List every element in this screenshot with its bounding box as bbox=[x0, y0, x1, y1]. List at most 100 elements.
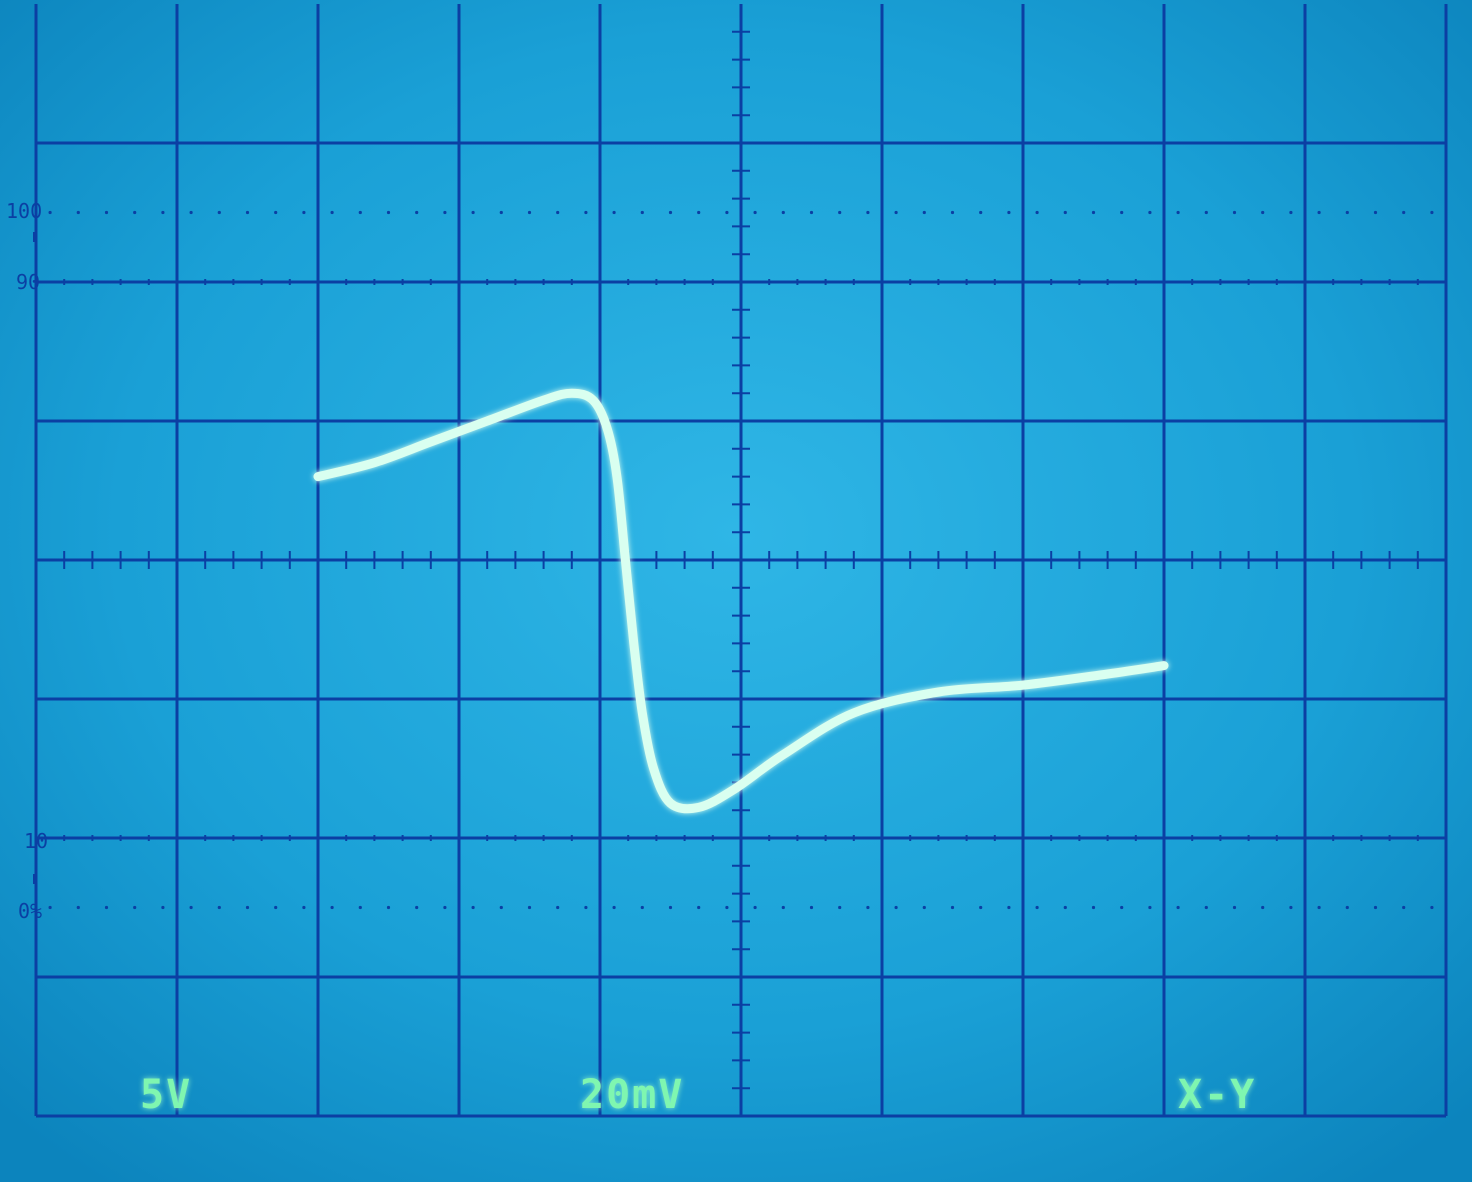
percent-dotted-line-dot bbox=[781, 905, 785, 910]
percent-dotted-line-dot bbox=[1402, 210, 1406, 215]
percent-dotted-line-dot bbox=[1176, 210, 1180, 215]
percent-dotted-line-dot bbox=[725, 210, 729, 215]
percent-dotted-line-dot bbox=[274, 905, 278, 910]
percent-dotted-line-dot bbox=[668, 905, 673, 910]
percent-mark-10: 10 bbox=[24, 829, 49, 853]
percent-dotted-line-dot bbox=[1345, 210, 1349, 215]
percent-dotted-line-dot bbox=[1176, 905, 1180, 910]
percent-dotted-line-dot bbox=[1289, 210, 1293, 215]
percent-dotted-line-dot bbox=[1091, 210, 1096, 215]
percent-dotted-line-dot bbox=[1204, 905, 1208, 910]
percent-dotted-line-dot bbox=[1148, 210, 1152, 215]
percent-mark-90: 90 bbox=[16, 270, 41, 294]
percent-dotted-line-dot bbox=[1091, 905, 1096, 910]
percent-dotted-line-dot bbox=[697, 905, 701, 910]
ch1-volts-per-div-readout: 5V bbox=[140, 1072, 193, 1118]
percent-dotted-line-dot bbox=[612, 905, 616, 910]
percent-dotted-line-dot bbox=[104, 210, 109, 215]
percent-dotted-line-dot bbox=[584, 905, 588, 910]
percent-dotted-line-dot bbox=[1402, 905, 1406, 910]
percent-dotted-line-dot bbox=[1317, 905, 1321, 910]
percent-dotted-line-dot bbox=[556, 905, 560, 910]
percent-dotted-line-dot bbox=[1232, 210, 1237, 215]
percent-dotted-line-dot bbox=[76, 210, 80, 215]
percent-dotted-line-dot bbox=[753, 210, 757, 215]
percent-dotted-line-dot bbox=[48, 905, 52, 910]
percent-dotted-line-dot bbox=[48, 210, 52, 215]
percent-dotted-line-dot bbox=[1035, 905, 1039, 910]
percent-dotted-line-dot bbox=[330, 210, 334, 215]
percent-dotted-line-dot bbox=[1430, 210, 1434, 215]
percent-dotted-line-dot bbox=[1261, 905, 1265, 910]
percent-dotted-line-dot bbox=[386, 210, 391, 215]
percent-dotted-line-dot bbox=[443, 905, 447, 910]
graticule bbox=[33, 4, 1448, 1118]
percent-mark-0: 0% bbox=[18, 899, 43, 923]
percent-dotted-line-dot bbox=[1345, 905, 1349, 910]
percent-dotted-line-dot bbox=[302, 905, 306, 910]
percent-dotted-line-dot bbox=[471, 210, 475, 215]
percent-dotted-line-dot bbox=[950, 905, 955, 910]
percent-dotted-line-dot bbox=[640, 905, 644, 910]
percent-dotted-line-dot bbox=[809, 905, 814, 910]
percent-dotted-line-dot bbox=[302, 210, 306, 215]
percent-dotted-line-dot bbox=[979, 210, 983, 215]
percent-mark-100: 100 bbox=[6, 199, 43, 223]
percent-dotted-line-dot bbox=[1430, 905, 1434, 910]
percent-dotted-line-dot bbox=[358, 905, 362, 910]
percent-dotted-line-dot bbox=[499, 210, 503, 215]
percent-dotted-line-dot bbox=[189, 210, 193, 215]
percent-dotted-line-dot bbox=[443, 210, 447, 215]
ch2-volts-per-div-readout: 20mV bbox=[580, 1072, 685, 1118]
percent-dotted-line-dot bbox=[386, 905, 391, 910]
percent-dotted-line-dot bbox=[245, 210, 250, 215]
percent-dotted-line-dot bbox=[866, 905, 870, 910]
percent-dotted-line-dot bbox=[415, 905, 419, 910]
percent-dotted-line-dot bbox=[217, 210, 221, 215]
percent-dotted-line-dot bbox=[894, 905, 898, 910]
percent-dotted-line-dot bbox=[1120, 210, 1124, 215]
percent-dotted-line-dot bbox=[1063, 210, 1067, 215]
percent-dotted-line-dot bbox=[1373, 905, 1378, 910]
percent-dotted-line-dot bbox=[725, 905, 729, 910]
percent-dotted-line-dot bbox=[1232, 905, 1237, 910]
percent-dotted-line-dot bbox=[922, 210, 926, 215]
percent-dotted-line-dot bbox=[1204, 210, 1208, 215]
xy-mode-readout: X-Y bbox=[1178, 1072, 1257, 1118]
percent-dotted-line-dot bbox=[1063, 905, 1067, 910]
percent-dotted-line-dot bbox=[274, 210, 278, 215]
signal-trace bbox=[313, 388, 1169, 814]
percent-dotted-line-dot bbox=[950, 210, 955, 215]
percent-dotted-line-dot bbox=[612, 210, 616, 215]
percent-dotted-line-dot bbox=[161, 210, 165, 215]
percent-dotted-line-dot bbox=[668, 210, 673, 215]
percent-dotted-line-dot bbox=[838, 905, 842, 910]
percent-dotted-line-dot bbox=[133, 210, 137, 215]
percent-dotted-line-dot bbox=[527, 905, 532, 910]
percent-dotted-line-dot bbox=[1035, 210, 1039, 215]
percent-dotted-line-dot bbox=[1007, 905, 1011, 910]
percent-dotted-line-dot bbox=[584, 210, 588, 215]
percent-dotted-line-dot bbox=[471, 905, 475, 910]
percent-dotted-line-dot bbox=[104, 905, 109, 910]
percent-dotted-line-dot bbox=[838, 210, 842, 215]
percent-dotted-line-dot bbox=[1120, 905, 1124, 910]
trace-layer bbox=[313, 388, 1169, 814]
percent-dotted-line-dot bbox=[1007, 210, 1011, 215]
percent-dotted-line-dot bbox=[1148, 905, 1152, 910]
percent-dotted-line-dot bbox=[189, 905, 193, 910]
percent-dotted-line-dot bbox=[922, 905, 926, 910]
percent-dotted-line-dot bbox=[781, 210, 785, 215]
percent-dotted-line-dot bbox=[640, 210, 644, 215]
percent-dotted-line-dot bbox=[217, 905, 221, 910]
percent-dotted-line-dot bbox=[1317, 210, 1321, 215]
percent-dotted-line-dot bbox=[133, 905, 137, 910]
percent-dotted-line-dot bbox=[697, 210, 701, 215]
percent-dotted-line-dot bbox=[556, 210, 560, 215]
percent-dotted-line-dot bbox=[330, 905, 334, 910]
percent-dotted-line-dot bbox=[1261, 210, 1265, 215]
percent-dotted-line-dot bbox=[1373, 210, 1378, 215]
percent-dotted-line-dot bbox=[527, 210, 532, 215]
